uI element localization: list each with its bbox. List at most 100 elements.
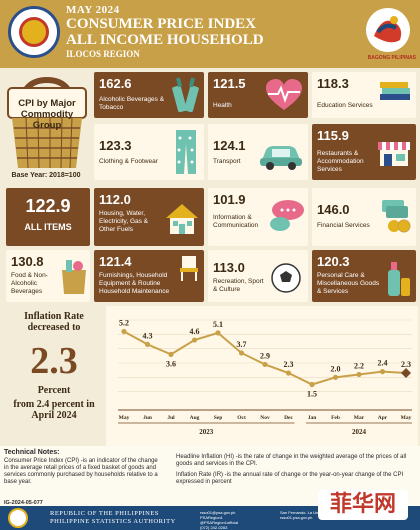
watermark-text: 菲华网 [329,492,396,517]
tile-label: Health [213,102,232,109]
footer-contact: rsso01@psa.gov.ph PSARegion1 @PSARegion1… [200,510,238,530]
psa-logo [8,6,60,58]
data-label: 4.6 [190,327,200,336]
inflation-unit: Percent [37,385,71,396]
data-label: 1.5 [307,390,317,399]
data-point [309,381,315,388]
all-items-label: ALL ITEMS [24,222,72,232]
year-label: 2023 [199,428,214,436]
data-label: 3.7 [237,340,247,349]
header-banner: MAY 2024 CONSUMER PRICE INDEX ALL INCOME… [0,0,420,68]
inflation-title: Inflation Rate decreased to [24,311,84,333]
inflation-from: from 2.4 percent in April 2024 [13,399,95,421]
tile-financial: 146.0 Financial Services [312,188,416,246]
base-year: Base Year: 2018=100 [11,172,81,179]
contact-website: rsso01.psa.gov.ph [280,515,313,520]
watermark: 菲华网 [318,490,408,520]
tile-recreation: 113.0 Recreation, Sport & Culture [208,250,308,302]
money-icon [382,200,411,233]
data-label: 5.1 [213,320,223,329]
basket-icon [7,76,87,169]
tile-label: Transport [213,158,241,165]
lotion-icon [388,262,410,296]
tile-health: 121.5 Health [208,72,308,118]
data-label: 2.3 [401,360,411,369]
data-label: 2.0 [331,364,341,373]
chat-icon [270,200,304,231]
tile-label: Food & Non-Alcoholic Beverages [11,272,48,295]
contact-facebook: PSARegion1 [200,515,223,520]
tile-transport: 124.1 Transport [208,124,308,180]
data-point [262,361,268,368]
region-label: ILOCOS REGION [66,49,140,59]
data-point [356,371,362,378]
tile-value: 101.9 [213,192,246,207]
ir-definition: Inflation Rate (IR) -is the annual rate … [176,472,404,485]
tile-value: 130.8 [11,254,44,269]
tile-value: 118.3 [317,76,349,91]
tile-label: Housing, Water, Electricity, Gas & Other… [99,210,149,233]
books-icon [380,82,410,100]
data-point [238,350,245,356]
tile-label: Recreation, Sport & Culture [213,278,264,293]
bottles-icon [172,77,199,113]
technical-notes: Technical Notes: Consumer Price Index (C… [0,446,420,506]
tile-label: Financial Services [317,222,370,229]
inflation-value: 2.3 [30,340,78,382]
tile-restaurants: 115.9 Restaurants & Accommodation Servic… [312,124,416,180]
x-tick-label: May [119,415,130,421]
notes-title: Technical Notes: [4,449,60,456]
contact-email: rsso01@psa.gov.ph [200,510,236,515]
grocery-icon [62,260,86,294]
tile-housing: 112.0 Housing, Water, Electricity, Gas &… [94,188,204,246]
x-tick-label: Sep [214,415,223,421]
title-line1: CONSUMER PRICE INDEX [66,16,257,32]
tile-value: 162.6 [99,76,132,91]
inflation-line-chart: 5.2 May 4.3 Jun 3.6 Jul 4.6 Aug 5.1 Sep 3.7 Oct 2.9 N… [106,306,418,446]
tile-value: 124.1 [213,138,246,153]
tile-personal-care: 120.3 Personal Care & Miscellaneous Good… [312,250,416,302]
tile-all-items: 122.9 ALL ITEMS [6,188,90,246]
all-items-value: 122.9 [25,196,71,216]
tile-value: 113.0 [213,260,245,275]
footer-org: REPUBLIC OF THE PHILIPPINES PHILIPPINE S… [50,510,176,526]
data-label: 3.6 [166,359,176,368]
tile-furnishings: 121.4 Furnishings, Household Equipment &… [94,250,204,302]
x-tick-label: Jul [167,415,175,421]
year-label: 2024 [352,428,367,436]
x-tick-label: Oct [237,415,246,421]
car-icon [260,146,302,170]
data-point [121,328,127,335]
x-tick-label: May [401,415,412,421]
chart-background [106,306,418,446]
data-point [191,337,198,343]
tile-label: Clothing & Footwear [99,158,158,165]
data-point [332,374,339,380]
data-point-current [401,368,411,379]
header-title: MAY 2024 CONSUMER PRICE INDEX ALL INCOME… [66,4,264,59]
data-label: 5.2 [119,318,129,327]
chair-icon [180,256,198,281]
tile-value: 121.5 [213,76,246,91]
soccer-icon [271,263,301,293]
x-tick-label: Apr [378,415,388,421]
x-tick-label: Feb [331,415,340,421]
tile-value: 112.0 [99,192,131,207]
report-date: MAY 2024 [66,4,120,16]
data-point [215,330,221,336]
data-point [285,370,292,376]
contact-phone: (072) 242-0283 [200,525,228,530]
org-line1: REPUBLIC OF THE PHILIPPINES [50,510,159,517]
data-label: 4.3 [143,331,153,340]
tile-food: 130.8 Food & Non-Alcoholic Beverages [6,250,90,302]
pants-icon [176,130,196,174]
tile-label: Personal Care & Miscellaneous Goods & Se… [317,272,380,295]
release-id: IG-2024-05-077 [4,500,43,506]
data-label: 2.4 [378,359,388,368]
data-label: 2.9 [260,351,270,360]
data-point [168,351,174,357]
inflation-panel: Inflation Rate decreased to 2.3 Percent … [4,307,104,442]
x-tick-label: Jun [143,415,152,421]
x-tick-label: Mar [354,415,365,421]
tile-alcoholic-beverages: 162.6 Alcoholic Beverages & Tobacco [94,72,204,118]
